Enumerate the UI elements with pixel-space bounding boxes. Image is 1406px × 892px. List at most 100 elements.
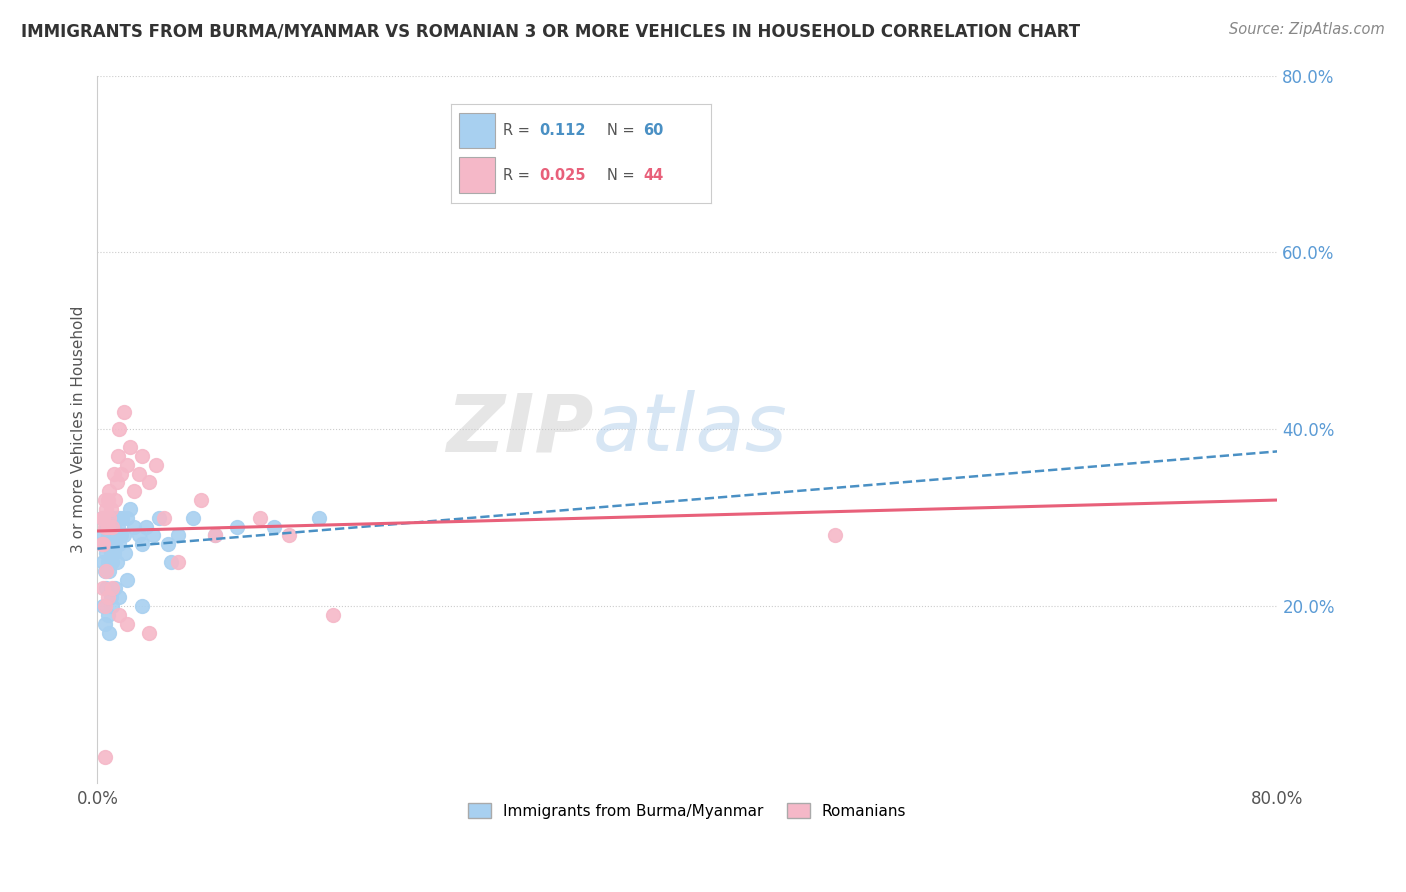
Point xyxy=(115,458,138,472)
Point xyxy=(115,616,138,631)
Point xyxy=(105,528,128,542)
Text: atlas: atlas xyxy=(593,391,787,468)
Point xyxy=(128,467,150,481)
Point xyxy=(108,510,131,524)
Point xyxy=(105,555,128,569)
Point xyxy=(181,510,204,524)
Point xyxy=(101,519,124,533)
Point xyxy=(111,510,134,524)
Point xyxy=(112,404,135,418)
Point xyxy=(138,625,160,640)
Point xyxy=(93,519,115,533)
Point xyxy=(128,528,150,542)
Point xyxy=(131,449,153,463)
Point xyxy=(91,555,114,569)
Point xyxy=(204,528,226,542)
Point xyxy=(148,510,170,524)
Point xyxy=(824,528,846,542)
Point xyxy=(108,607,131,622)
Point xyxy=(107,449,129,463)
Point xyxy=(91,599,114,614)
Point xyxy=(90,537,112,551)
Point xyxy=(101,510,124,524)
Point xyxy=(100,501,122,516)
Point xyxy=(96,501,118,516)
Text: IMMIGRANTS FROM BURMA/MYANMAR VS ROMANIAN 3 OR MORE VEHICLES IN HOUSEHOLD CORREL: IMMIGRANTS FROM BURMA/MYANMAR VS ROMANIA… xyxy=(21,22,1080,40)
Point xyxy=(100,591,122,605)
Point xyxy=(103,519,125,533)
Point xyxy=(190,493,212,508)
Point xyxy=(135,519,157,533)
Point xyxy=(101,528,124,542)
Point xyxy=(112,528,135,542)
Point xyxy=(114,546,136,560)
Point xyxy=(93,616,115,631)
Point xyxy=(122,484,145,499)
Point xyxy=(108,591,131,605)
Point xyxy=(226,519,249,533)
Point xyxy=(107,519,129,533)
Point xyxy=(93,749,115,764)
Point xyxy=(93,564,115,578)
Point xyxy=(103,546,125,560)
Point xyxy=(96,519,118,533)
Point xyxy=(118,440,141,454)
Point xyxy=(98,519,121,533)
Point xyxy=(90,510,112,524)
Point xyxy=(101,599,124,614)
Point xyxy=(90,537,112,551)
Point xyxy=(308,510,330,524)
Point xyxy=(131,599,153,614)
Point xyxy=(145,458,167,472)
Point xyxy=(97,510,120,524)
Text: ZIP: ZIP xyxy=(446,391,593,468)
Point xyxy=(278,528,301,542)
Point xyxy=(101,582,124,596)
Point xyxy=(93,599,115,614)
Point xyxy=(204,528,226,542)
Point xyxy=(97,607,120,622)
Point xyxy=(98,510,121,524)
Point xyxy=(160,555,183,569)
Point xyxy=(96,582,118,596)
Point xyxy=(91,510,114,524)
Point xyxy=(167,555,190,569)
Point xyxy=(103,467,125,481)
Point xyxy=(105,475,128,490)
Point xyxy=(93,537,115,551)
Point xyxy=(157,537,180,551)
Point xyxy=(118,501,141,516)
Point xyxy=(98,564,121,578)
Point xyxy=(104,493,127,508)
Point xyxy=(152,510,174,524)
Point xyxy=(104,510,127,524)
Point xyxy=(110,467,132,481)
Point xyxy=(322,607,344,622)
Point xyxy=(93,493,115,508)
Point xyxy=(98,625,121,640)
Point xyxy=(101,555,124,569)
Point xyxy=(97,555,120,569)
Point xyxy=(97,493,120,508)
Point xyxy=(249,510,271,524)
Point xyxy=(108,537,131,551)
Point xyxy=(108,422,131,436)
Point xyxy=(97,591,120,605)
Point xyxy=(131,537,153,551)
Point xyxy=(97,528,120,542)
Point xyxy=(98,484,121,499)
Point xyxy=(104,582,127,596)
Point xyxy=(97,519,120,533)
Point xyxy=(100,528,122,542)
Point xyxy=(91,528,114,542)
Point xyxy=(91,537,114,551)
Point xyxy=(138,475,160,490)
Point xyxy=(96,564,118,578)
Point xyxy=(115,573,138,587)
Point xyxy=(142,528,165,542)
Point xyxy=(122,519,145,533)
Legend: Immigrants from Burma/Myanmar, Romanians: Immigrants from Burma/Myanmar, Romanians xyxy=(463,797,912,825)
Text: Source: ZipAtlas.com: Source: ZipAtlas.com xyxy=(1229,22,1385,37)
Point xyxy=(90,510,112,524)
Point xyxy=(93,510,115,524)
